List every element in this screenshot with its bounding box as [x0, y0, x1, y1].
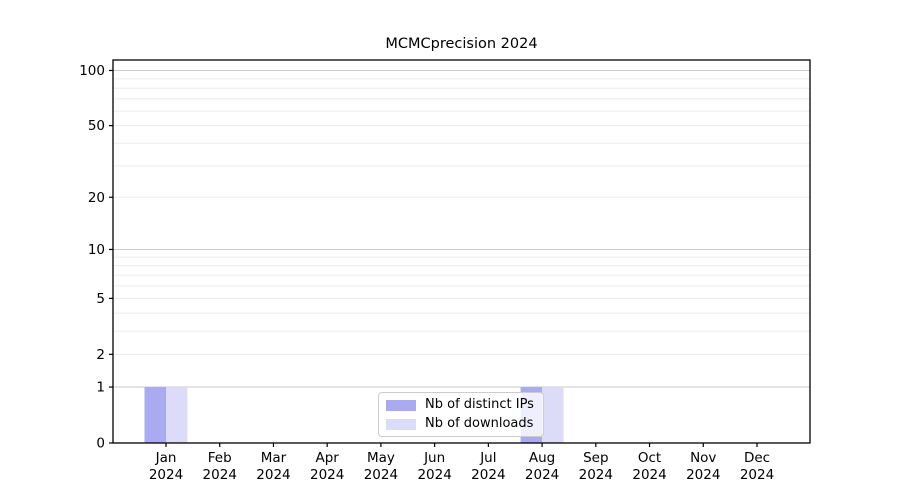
legend-label-distinct-ips: Nb of distinct IPs [425, 397, 534, 412]
y-tick-label: 5 [96, 291, 105, 307]
chart-title: MCMCprecision 2024 [385, 36, 538, 52]
y-tick-label: 10 [88, 242, 105, 258]
y-tick-label: 50 [88, 118, 105, 134]
bar-downloads [542, 387, 564, 443]
plot-border [112, 59, 811, 444]
bar-distinct-ips [144, 387, 166, 443]
x-tick-label: Nov 2024 [686, 450, 720, 483]
y-tick-label: 20 [88, 190, 105, 206]
legend-swatch-downloads [386, 418, 416, 430]
x-tick-label: Jun 2024 [417, 450, 451, 483]
y-tick-label: 1 [96, 380, 105, 396]
x-tick-label: Mar 2024 [256, 450, 290, 483]
x-tick-label: Apr 2024 [310, 450, 344, 483]
y-tick-label: 2 [96, 347, 105, 363]
y-tick-label: 0 [96, 436, 105, 452]
x-tick-label: Jul 2024 [471, 450, 505, 483]
legend: Nb of distinct IPs Nb of downloads [378, 392, 544, 437]
x-tick-label: Sep 2024 [579, 450, 613, 483]
bar-downloads [166, 387, 188, 443]
x-tick-label: Dec 2024 [740, 450, 774, 483]
x-tick-label: Feb 2024 [203, 450, 237, 483]
x-tick-label: Jan 2024 [149, 450, 183, 483]
legend-label-downloads: Nb of downloads [425, 416, 534, 431]
legend-swatch-distinct-ips [386, 399, 416, 411]
x-tick-label: Oct 2024 [632, 450, 666, 483]
x-tick-label: May 2024 [364, 450, 398, 483]
x-tick-label: Aug 2024 [525, 450, 559, 483]
legend-item-distinct-ips: Nb of distinct IPs [386, 397, 534, 413]
legend-item-downloads: Nb of downloads [386, 416, 534, 432]
y-tick-label: 100 [79, 63, 105, 79]
